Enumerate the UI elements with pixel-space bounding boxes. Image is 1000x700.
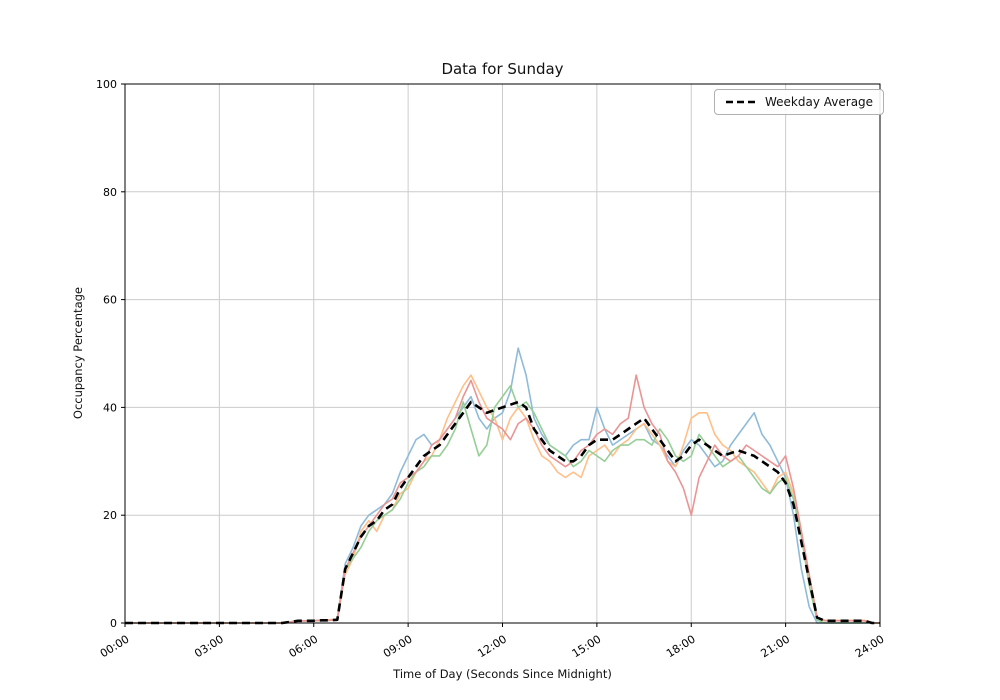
y-tick-label: 100 <box>96 78 117 91</box>
gridlines <box>124 83 881 624</box>
series-line-3 <box>125 384 880 624</box>
x-tick-label: 12:00 <box>475 633 509 661</box>
x-axis-label: Time of Day (Seconds Since Midnight) <box>393 667 612 681</box>
y-axis-label: Occupancy Percentage <box>71 287 85 420</box>
x-tick-label: 09:00 <box>381 633 415 661</box>
y-tick-label: 40 <box>103 401 117 414</box>
y-tick-label: 20 <box>103 509 117 522</box>
y-tick-label: 80 <box>103 186 117 199</box>
weekday-average-line <box>125 400 880 625</box>
legend: Weekday Average <box>714 89 885 115</box>
x-tick-label: 15:00 <box>570 633 604 661</box>
x-tick-label: 18:00 <box>664 633 698 661</box>
x-tick-label: 03:00 <box>192 633 226 661</box>
chart-title: Data for Sunday <box>441 60 564 78</box>
weekday-average-line-icon <box>726 100 756 104</box>
x-tick-label: 21:00 <box>758 633 792 661</box>
y-axis-label-container: Occupancy Percentage <box>69 84 87 623</box>
legend-label: Weekday Average <box>765 95 874 109</box>
x-tick-label: 24:00 <box>853 633 887 661</box>
x-tick-label: 06:00 <box>287 633 321 661</box>
series-line-2 <box>125 374 880 624</box>
x-tick-label: 00:00 <box>98 633 132 661</box>
x-tick-labels: 00:00 03:00 06:00 09:00 12:00 15:00 18:00 21:00… <box>98 633 887 661</box>
y-tick-label: 60 <box>103 294 117 307</box>
y-tick-labels: 0 20 40 60 80 100 <box>96 78 117 630</box>
tick-marks <box>121 83 881 627</box>
series-line-4 <box>125 374 880 624</box>
y-tick-label: 0 <box>110 617 117 630</box>
